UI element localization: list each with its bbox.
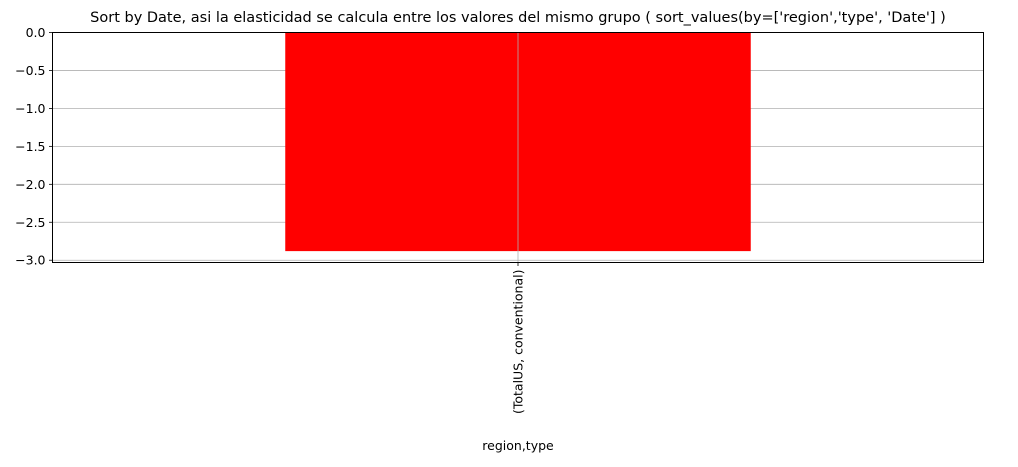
x-tick-layer: (TotalUS, conventional) (511, 262, 526, 415)
y-tick-label: −0.5 (15, 63, 45, 78)
y-tick-label: −3.0 (15, 253, 45, 268)
y-tick-label: −2.5 (15, 215, 45, 230)
x-axis-label: region,type (482, 438, 554, 453)
y-tick-label: −1.5 (15, 139, 45, 154)
bar-layer (285, 32, 751, 263)
y-tick-label: −1.0 (15, 101, 45, 116)
plot-frame (52, 32, 984, 263)
chart-title: Sort by Date, asi la elasticidad se calc… (90, 10, 946, 26)
y-tick-label: 0.0 (26, 25, 46, 40)
y-tick-label: −2.0 (15, 177, 45, 192)
x-tick-label: (TotalUS, conventional) (511, 270, 526, 415)
y-tick-layer: 0.0 −0.5 −1.0 −1.5 −2.0 −2.5 −3.0 (15, 25, 53, 268)
